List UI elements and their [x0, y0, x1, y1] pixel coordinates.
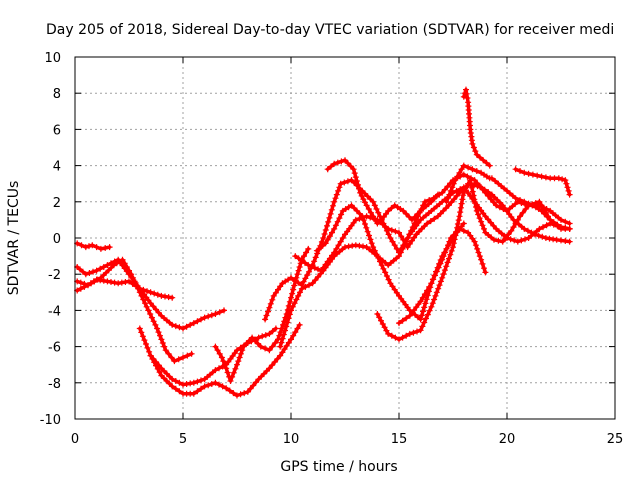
- series-track-15: [443, 162, 493, 205]
- y-tick-label: 4: [53, 160, 61, 175]
- y-tick-label: -6: [48, 341, 61, 356]
- y-tick-label: 8: [53, 87, 61, 102]
- x-axis-ticks: 0 5 10 15 20 25: [71, 57, 623, 447]
- y-tick-label: -10: [40, 413, 61, 428]
- series-line: [263, 172, 572, 322]
- y-tick-label: 6: [53, 123, 61, 138]
- series-track-3: [74, 276, 227, 332]
- series-track-1: [74, 240, 113, 252]
- x-tick-label: 15: [391, 432, 408, 447]
- series-track-4: [74, 256, 195, 365]
- series-track-14: [396, 225, 489, 327]
- series-markers: [396, 225, 489, 327]
- y-tick-label: -8: [48, 377, 61, 392]
- series-track-16: [460, 86, 493, 169]
- x-tick-label: 0: [71, 432, 79, 447]
- x-tick-label: 5: [179, 432, 187, 447]
- series-markers: [74, 276, 227, 332]
- series-markers: [488, 175, 573, 232]
- y-tick-label: 10: [44, 51, 61, 66]
- x-axis-label: GPS time / hours: [280, 459, 397, 475]
- y-tick-label: -4: [48, 304, 61, 319]
- series-markers: [512, 166, 573, 198]
- x-tick-label: 25: [607, 432, 624, 447]
- series-markers: [136, 321, 303, 399]
- y-axis-ticks: -10 -8 -6 -4 -2 0 2 4 6 8 10: [40, 51, 615, 428]
- series-markers: [74, 256, 195, 365]
- series-layer: [74, 86, 573, 399]
- series-track-18: [488, 175, 573, 232]
- y-axis-label: SDTVAR / TECUs: [6, 181, 22, 296]
- series-markers: [324, 157, 441, 227]
- series-track-7: [212, 245, 312, 384]
- x-tick-label: 10: [283, 432, 300, 447]
- series-markers: [443, 162, 493, 205]
- series-track-17: [512, 166, 573, 198]
- y-tick-label: 0: [53, 232, 61, 247]
- series-line: [325, 158, 440, 226]
- series-track-5: [136, 321, 303, 399]
- series-markers: [460, 86, 493, 169]
- series-markers: [212, 245, 312, 384]
- y-tick-label: -2: [48, 268, 61, 283]
- x-tick-label: 20: [499, 432, 516, 447]
- series-line: [75, 257, 194, 363]
- series-markers: [74, 240, 113, 252]
- chart-title: Day 205 of 2018, Sidereal Day-to-day VTE…: [46, 22, 614, 38]
- y-tick-label: 2: [53, 196, 61, 211]
